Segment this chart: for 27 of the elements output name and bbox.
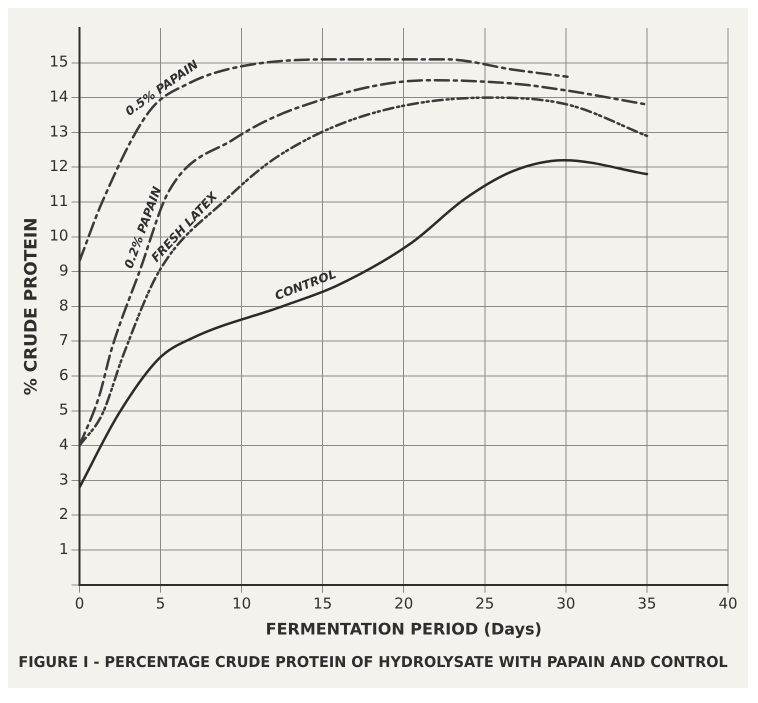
y-tick-label: 8: [58, 296, 68, 314]
x-tick-label: 20: [394, 594, 414, 613]
x-tick-label: 5: [156, 594, 166, 613]
x-tick-label: 0: [74, 594, 84, 613]
x-tick-label: 15: [313, 594, 332, 613]
x-tick-label: 30: [556, 594, 576, 613]
y-tick-label: 10: [49, 226, 68, 245]
y-axis-title: % CRUDE PROTEIN: [22, 218, 42, 396]
text: FIGURE I - PERCENTAGE CRUDE PROTEIN OF HYDROLYSATE WITH PAPAIN AND CONTROL: [18, 654, 728, 671]
y-tick-label: 11: [49, 192, 68, 210]
x-tick-label: 25: [475, 594, 494, 613]
y-tick-label: 9: [58, 261, 68, 280]
y-tick-label: 4: [58, 435, 68, 454]
y-tick-label: 2: [58, 505, 68, 524]
y-tick-label: 15: [49, 52, 68, 71]
y-tick-label: 12: [49, 157, 68, 176]
x-tick-label: 35: [637, 594, 656, 613]
y-tick-label: 1: [58, 540, 68, 558]
y-tick-label: 13: [49, 122, 68, 140]
x-tick-label: 40: [718, 594, 738, 613]
y-tick-label: 6: [58, 366, 68, 384]
x-axis-title: FERMENTATION PERIOD (Days): [266, 620, 542, 639]
y-tick-label: 5: [58, 400, 68, 419]
x-tick-label: 10: [232, 594, 252, 613]
y-tick-label: 14: [49, 87, 68, 106]
y-tick-label: 7: [58, 331, 68, 350]
y-tick-label: 3: [58, 470, 68, 488]
